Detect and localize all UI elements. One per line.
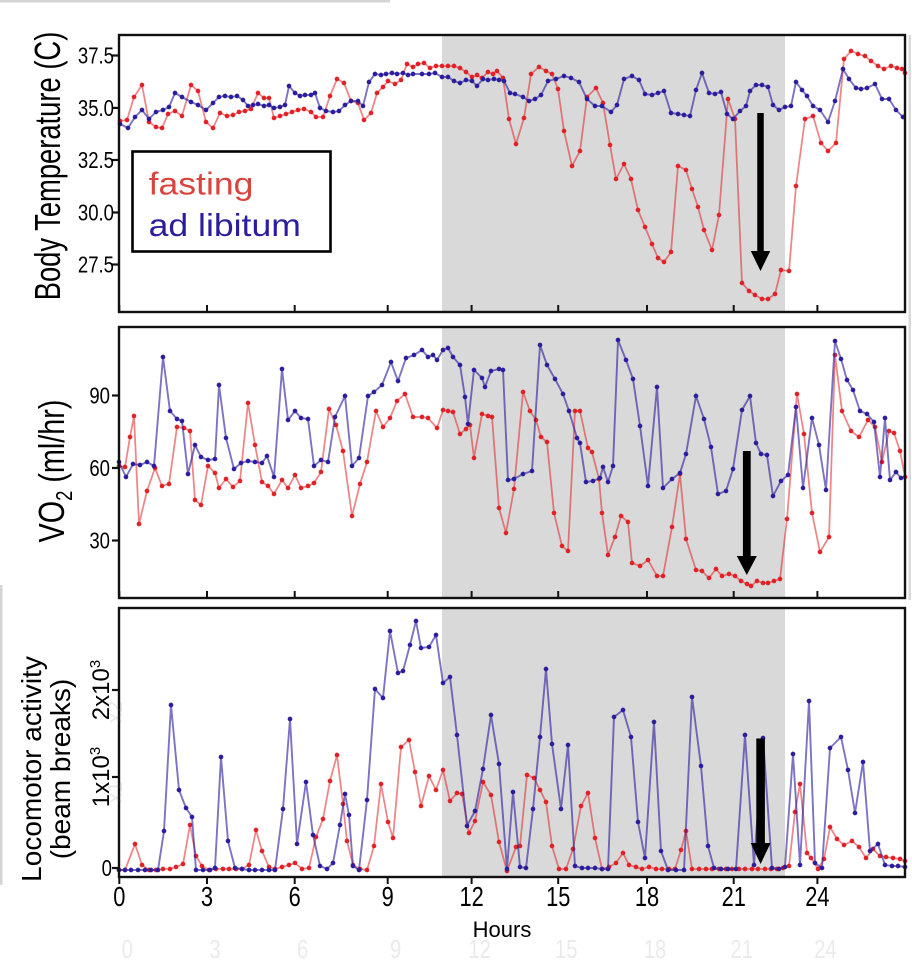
svg-text:9: 9 <box>390 935 401 964</box>
svg-text:6: 6 <box>289 881 301 912</box>
svg-text:12: 12 <box>459 881 483 912</box>
svg-text:15: 15 <box>546 881 570 912</box>
svg-text:27.5: 27.5 <box>78 253 114 279</box>
svg-text:0: 0 <box>122 935 133 964</box>
svg-text:6: 6 <box>297 935 308 964</box>
svg-text:Hours: Hours <box>473 917 532 942</box>
svg-text:30.0: 30.0 <box>78 201 114 227</box>
svg-text:x1: x1 <box>104 781 127 803</box>
svg-text:3: 3 <box>201 881 213 912</box>
svg-text:90: 90 <box>89 384 110 410</box>
svg-text:ad libitum: ad libitum <box>149 209 301 244</box>
svg-text:18: 18 <box>644 935 667 964</box>
svg-text:24: 24 <box>814 935 837 964</box>
svg-text:21: 21 <box>722 881 746 912</box>
svg-text:3: 3 <box>209 935 220 964</box>
svg-text:18: 18 <box>635 881 659 912</box>
svg-text:32.5: 32.5 <box>78 148 114 174</box>
svg-text:2x103: 2x103 <box>87 660 115 720</box>
svg-text:fasting: fasting <box>149 167 254 202</box>
svg-text:VO2 (ml/hr): VO2 (ml/hr) <box>31 400 78 543</box>
svg-text:30: 30 <box>89 529 110 555</box>
svg-text:1x103: 1x103 <box>87 747 115 807</box>
svg-text:0: 0 <box>102 856 112 882</box>
svg-text:15: 15 <box>555 935 578 964</box>
svg-text:9: 9 <box>382 881 394 912</box>
svg-text:35.0: 35.0 <box>78 96 114 122</box>
svg-text:12: 12 <box>468 935 491 964</box>
svg-text:Body Temperature (C): Body Temperature (C) <box>27 32 68 301</box>
svg-text:(beam breaks): (beam breaks) <box>45 679 76 860</box>
svg-text:24: 24 <box>805 881 829 912</box>
svg-text:x2: x2 <box>104 701 127 723</box>
svg-text:0: 0 <box>113 881 125 912</box>
svg-text:Locomotor activity: Locomotor activity <box>16 656 47 882</box>
svg-text:37.5: 37.5 <box>78 44 114 70</box>
svg-text:60: 60 <box>89 456 110 482</box>
svg-text:21: 21 <box>730 935 753 964</box>
